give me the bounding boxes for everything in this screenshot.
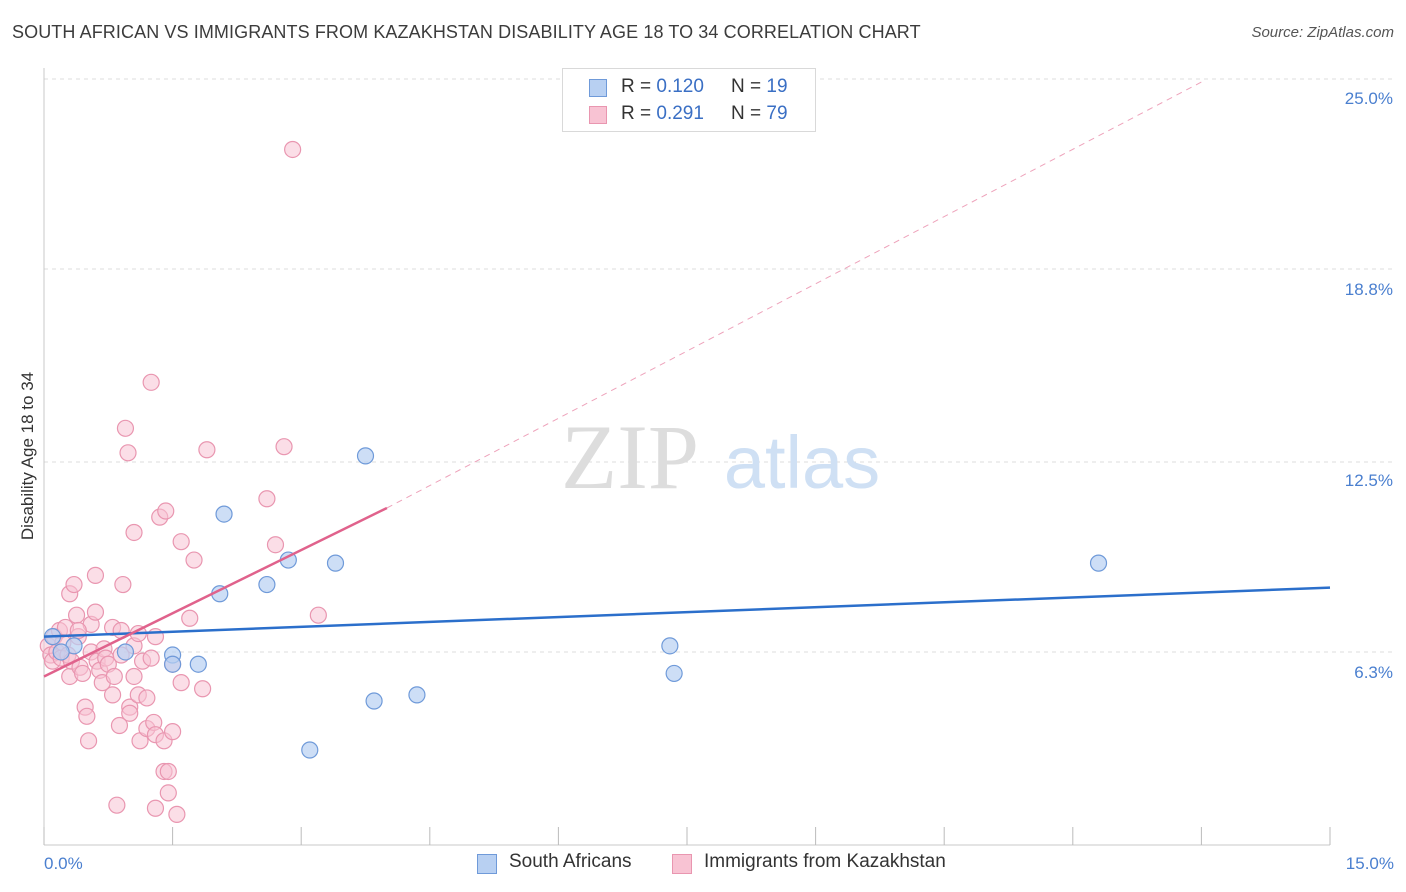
kazakhstan-point xyxy=(121,704,139,722)
kazakhstan-point xyxy=(73,664,92,683)
kazakhstan-point xyxy=(185,551,203,569)
legend-n-value: 79 xyxy=(766,103,788,124)
trend-lines xyxy=(43,81,1331,678)
kazakhstan-point xyxy=(198,441,216,459)
chart-title: SOUTH AFRICAN VS IMMIGRANTS FROM KAZAKHS… xyxy=(12,22,921,42)
kazakhstan-point xyxy=(146,799,165,817)
south-africans-point xyxy=(215,505,233,523)
x-tick-label-max: 15.0% xyxy=(1346,854,1394,873)
kazakhstan-point xyxy=(65,575,83,594)
kazakhstan-point xyxy=(194,680,212,698)
correlation-legend: R = 0.120 N = 19 R = 0.291 N = 79 xyxy=(562,68,816,132)
south-africans-point xyxy=(356,447,375,465)
south-africans-point xyxy=(408,686,426,704)
trend-line-kazakhstan xyxy=(43,506,388,678)
kazakhstan-point xyxy=(284,140,302,159)
kazakhstan-point xyxy=(86,603,105,621)
source-label: Source: ZipAtlas.com xyxy=(1251,24,1394,41)
kazakhstan-point xyxy=(159,784,177,802)
legend-n-label: N = xyxy=(731,76,767,97)
legend-n-value: 19 xyxy=(766,76,788,97)
watermark-zip: ZIP xyxy=(561,406,699,508)
south-africans-point xyxy=(258,575,276,594)
watermark-atlas: atlas xyxy=(724,421,880,504)
series-kazakhstan-points xyxy=(39,140,327,823)
legend-swatch-pink xyxy=(672,854,692,874)
kazakhstan-point xyxy=(114,575,132,594)
kazakhstan-point xyxy=(181,609,199,627)
kazakhstan-point xyxy=(125,667,143,686)
legend-r-value: 0.120 xyxy=(656,76,704,97)
kazakhstan-point xyxy=(164,723,182,741)
south-africans-point xyxy=(326,554,345,572)
kazakhstan-point xyxy=(125,523,143,542)
kazakhstan-point xyxy=(116,419,135,437)
kazakhstan-point xyxy=(86,566,105,584)
trend-line-south-africans xyxy=(43,586,1331,638)
legend-r-value: 0.291 xyxy=(656,103,704,124)
legend-swatch-blue xyxy=(589,79,607,97)
kazakhstan-point xyxy=(67,606,86,624)
kazakhstan-point xyxy=(119,444,137,462)
kazakhstan-point xyxy=(258,490,276,508)
kazakhstan-point xyxy=(79,732,98,750)
kazakhstan-point xyxy=(309,606,327,624)
y-tick-label-25: 25.0% xyxy=(1345,89,1393,108)
kazakhstan-point xyxy=(142,649,160,667)
south-africans-point xyxy=(164,655,182,673)
y-tick-label-6-3: 6.3% xyxy=(1354,663,1393,682)
series-south-africans-points xyxy=(43,447,1108,759)
axes xyxy=(43,68,1331,846)
kazakhstan-point xyxy=(159,762,177,781)
south-africans-point xyxy=(189,655,207,673)
kazakhstan-point xyxy=(142,373,160,391)
kazakhstan-point xyxy=(266,536,285,554)
south-africans-point xyxy=(365,692,383,710)
kazakhstan-point xyxy=(275,438,293,456)
kazakhstan-point xyxy=(105,667,123,686)
x-tick-label-min: 0.0% xyxy=(44,854,83,873)
legend-n-label: N = xyxy=(731,103,767,124)
kazakhstan-point xyxy=(168,805,186,823)
kazakhstan-point xyxy=(138,689,156,707)
south-africans-point xyxy=(116,643,135,661)
legend-swatch-pink xyxy=(589,106,607,124)
kazakhstan-point xyxy=(110,716,129,735)
legend-label-kazakhstan: Immigrants from Kazakhstan xyxy=(704,851,946,872)
kazakhstan-point xyxy=(172,533,190,551)
watermark: ZIP atlas xyxy=(561,406,880,508)
legend-label-south-africans: South Africans xyxy=(509,851,632,872)
tick-labels: 0.0% 15.0% 25.0% 18.8% 12.5% 6.3% xyxy=(44,89,1394,873)
legend-swatch-blue xyxy=(477,854,497,874)
kazakhstan-point xyxy=(157,502,175,520)
south-africans-point xyxy=(1089,554,1108,572)
legend-r-label: R = xyxy=(621,103,657,124)
kazakhstan-point xyxy=(108,796,126,814)
legend-r-label: R = xyxy=(621,76,657,97)
gridlines xyxy=(44,78,1394,653)
south-africans-point xyxy=(52,643,70,661)
kazakhstan-point xyxy=(172,674,190,692)
kazakhstan-point xyxy=(78,707,96,725)
south-africans-point xyxy=(301,741,319,759)
kazakhstan-point xyxy=(103,686,122,704)
y-tick-label-12-5: 12.5% xyxy=(1345,471,1393,490)
south-africans-point xyxy=(665,664,683,683)
south-africans-point xyxy=(661,637,679,655)
y-tick-label-18-8: 18.8% xyxy=(1345,280,1393,299)
